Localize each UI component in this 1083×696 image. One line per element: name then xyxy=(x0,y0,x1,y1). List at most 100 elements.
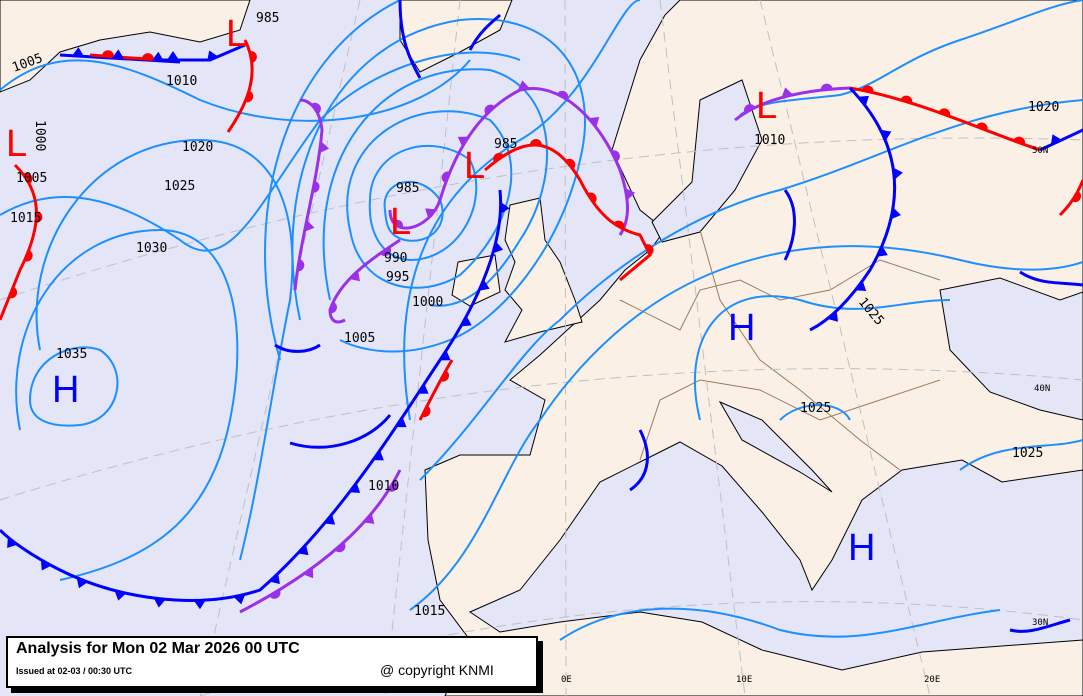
front-triangle xyxy=(349,270,360,282)
lat-label: 30N xyxy=(1032,618,1048,628)
front-semicircle xyxy=(440,370,449,382)
front-triangle xyxy=(349,482,361,493)
isobar-label: 1005 xyxy=(344,331,375,346)
front-semicircle xyxy=(644,244,654,256)
isobar-label: 1020 xyxy=(182,140,213,155)
front-triangle xyxy=(40,559,52,571)
front-semicircle xyxy=(976,122,988,131)
grid-labels: 50N 40N 30N 0E 10E 20E xyxy=(561,146,1050,685)
front-triangle xyxy=(517,80,530,91)
front-triangle xyxy=(363,513,375,524)
front-triangle xyxy=(7,537,18,549)
front-triangle xyxy=(269,573,280,585)
front-semicircle xyxy=(36,210,43,223)
low-center: L xyxy=(226,13,247,55)
isobar-label: 1035 xyxy=(56,347,87,362)
isobar-label: 1025 xyxy=(800,401,831,416)
front-semicircle xyxy=(380,246,392,257)
isobar-label: 985 xyxy=(494,137,517,152)
front-semicircle xyxy=(529,139,542,146)
isobar-label: 1015 xyxy=(414,604,445,619)
front-symbols xyxy=(7,47,1082,610)
front-triangle xyxy=(478,279,490,291)
front-triangle xyxy=(324,514,336,525)
front-triangle xyxy=(233,594,246,605)
front-semicircle xyxy=(391,219,403,229)
front-semicircle xyxy=(493,152,505,163)
front-triangle xyxy=(439,350,451,361)
analysis-title: Analysis for Mon 02 Mar 2026 00 UTC xyxy=(16,640,300,657)
front-semicircle xyxy=(938,108,951,117)
low-center: L xyxy=(756,85,777,127)
front-triangle xyxy=(395,417,407,428)
front-triangle xyxy=(193,600,206,610)
lat-label: 50N xyxy=(1032,146,1048,156)
front-triangle xyxy=(890,207,901,220)
front-semicircle xyxy=(613,220,625,230)
front-triangle xyxy=(297,544,309,556)
front-semicircle xyxy=(328,301,337,314)
front-triangle xyxy=(167,51,179,60)
front-semicircle xyxy=(587,192,597,204)
isobar-label: 1020 xyxy=(1028,100,1059,115)
front-triangle xyxy=(625,188,636,201)
front-triangle xyxy=(207,50,219,62)
front-semicircle xyxy=(1071,191,1082,203)
front-triangle xyxy=(71,47,84,57)
front-triangle xyxy=(1050,134,1062,145)
isobar-label: 990 xyxy=(384,251,407,266)
front-semicircle xyxy=(24,250,33,262)
front-triangle xyxy=(880,129,892,141)
front-triangle xyxy=(855,280,867,291)
front-triangle xyxy=(425,208,436,219)
front-semicircle xyxy=(900,95,913,104)
isobar-label: 1005 xyxy=(16,171,47,186)
isobar-label: 985 xyxy=(256,11,279,26)
issued-time: Issued at 02-03 / 00:30 UTC xyxy=(16,666,133,676)
copyright: @ copyright KNMI xyxy=(380,662,494,678)
front-semicircle xyxy=(23,172,33,184)
front-semicircle xyxy=(249,50,257,63)
front-semicircle xyxy=(441,171,450,184)
front-triangle xyxy=(114,590,127,601)
low-center: L xyxy=(6,123,27,165)
front-semicircle xyxy=(484,104,495,115)
high-center: H xyxy=(848,527,875,569)
isobar-label: 1025 xyxy=(164,179,195,194)
front-semicircle xyxy=(334,542,346,553)
front-triangle xyxy=(153,598,166,608)
front-semicircle xyxy=(388,480,398,492)
front-triangle xyxy=(76,577,88,589)
front-triangle xyxy=(858,95,869,107)
front-semicircle xyxy=(611,150,620,162)
front-triangle xyxy=(417,383,429,394)
pressure-labels: 985 1005 1010 1000 1005 1020 1025 1015 1… xyxy=(10,11,1059,619)
front-triangle xyxy=(457,136,469,147)
front-triangle xyxy=(151,51,164,62)
isobar-label: 1010 xyxy=(166,74,197,89)
isobar-label: 1000 xyxy=(412,295,443,310)
front-semicircle xyxy=(8,286,18,299)
front-triangle xyxy=(588,117,600,128)
front-triangle xyxy=(500,201,510,214)
front-semicircle xyxy=(565,158,576,170)
pressure-centers: L L H L L L H H xyxy=(6,13,875,569)
lon-label: 10E xyxy=(736,675,752,685)
front-triangle xyxy=(893,167,903,180)
lon-label: 20E xyxy=(924,675,940,685)
front-triangle xyxy=(460,315,472,327)
front-semicircle xyxy=(311,102,321,114)
front-semicircle xyxy=(861,85,874,93)
high-center: H xyxy=(728,307,755,349)
front-triangle xyxy=(111,49,124,59)
front-semicircle xyxy=(421,405,431,417)
front-triangle xyxy=(827,311,838,322)
front-semicircle xyxy=(245,90,254,103)
isobar-label: 1015 xyxy=(10,211,41,226)
low-center: L xyxy=(464,145,485,187)
front-semicircle xyxy=(312,180,320,193)
front-semicircle xyxy=(744,104,756,113)
lat-label: 40N xyxy=(1034,384,1050,394)
